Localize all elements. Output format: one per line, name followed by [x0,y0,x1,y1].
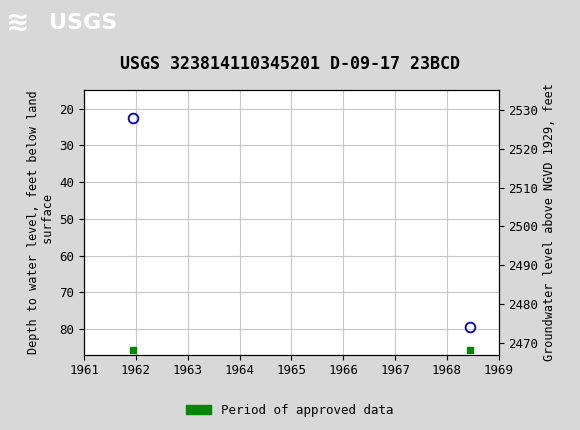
Y-axis label: Groundwater level above NGVD 1929, feet: Groundwater level above NGVD 1929, feet [543,83,556,362]
Legend: Period of approved data: Period of approved data [181,399,399,421]
Y-axis label: Depth to water level, feet below land
 surface: Depth to water level, feet below land su… [27,91,55,354]
Text: USGS: USGS [49,12,118,33]
Text: USGS 323814110345201 D-09-17 23BCD: USGS 323814110345201 D-09-17 23BCD [120,55,460,73]
Text: ≋: ≋ [6,9,29,37]
